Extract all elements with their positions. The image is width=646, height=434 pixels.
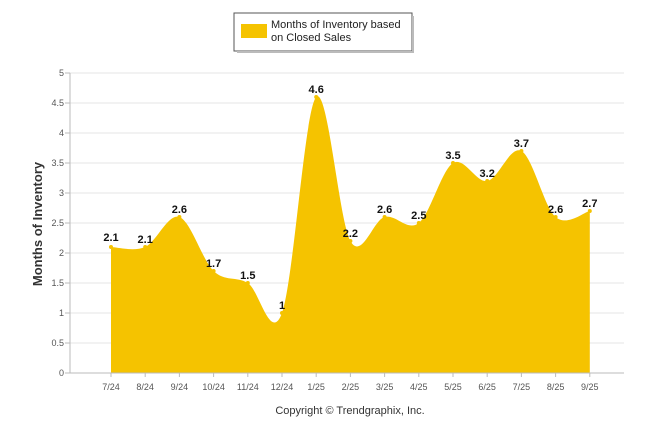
data-point-5/25 <box>451 161 455 165</box>
data-point-6/25 <box>485 179 490 183</box>
y-tick-label: 3 <box>59 188 64 198</box>
data-label: 2.2 <box>343 228 358 240</box>
y-axis-label: Months of Inventory <box>30 161 45 286</box>
data-point-8/25 <box>553 215 558 219</box>
data-point-3/25 <box>382 215 387 219</box>
x-tick-label: 12/24 <box>271 382 294 392</box>
x-tick-label: 4/25 <box>410 382 428 392</box>
data-point-10/24 <box>211 269 216 273</box>
data-point-1/25 <box>314 95 319 99</box>
legend-swatch <box>241 24 267 38</box>
data-label: 1 <box>279 300 285 312</box>
data-label: 2.5 <box>411 210 426 222</box>
x-tick-label: 7/25 <box>513 382 531 392</box>
x-tick-label: 10/24 <box>202 382 225 392</box>
data-point-12/24 <box>280 311 284 315</box>
x-tick-label: 7/24 <box>102 382 120 392</box>
x-tick-label: 8/24 <box>136 382 154 392</box>
y-tick-label: 5 <box>59 68 64 78</box>
data-label: 2.7 <box>582 198 597 210</box>
legend-shadow-bottom <box>237 51 414 53</box>
data-point-8/24 <box>143 245 148 249</box>
y-tick-label: 2 <box>59 248 64 258</box>
x-tick-label: 2/25 <box>342 382 360 392</box>
area-fill <box>111 96 590 373</box>
data-point-7/24 <box>109 245 113 249</box>
data-point-7/25 <box>519 149 524 153</box>
data-label: 3.2 <box>480 168 495 180</box>
copyright-text: Copyright © Trendgraphix, Inc. <box>275 405 424 417</box>
x-tick-label: 5/25 <box>444 382 462 392</box>
x-tick-label: 11/24 <box>237 382 259 392</box>
y-tick-label: 3.5 <box>51 158 64 168</box>
data-label: 3.7 <box>514 138 529 150</box>
y-axis-ticks: 0 0.5 1 1.5 2 2.5 3 3.5 4 4.5 5 <box>51 68 70 378</box>
y-tick-label: 2.5 <box>51 218 64 228</box>
data-label: 2.6 <box>172 204 187 216</box>
data-label: 2.6 <box>377 204 392 216</box>
data-point-11/24 <box>245 281 250 285</box>
data-label: 2.1 <box>103 232 118 244</box>
data-label: 1.5 <box>240 270 255 282</box>
y-tick-label: 0 <box>59 368 64 378</box>
area-series <box>109 95 592 373</box>
x-tick-label: 8/25 <box>547 382 565 392</box>
data-label: 2.6 <box>548 204 563 216</box>
x-tick-label: 9/25 <box>581 382 599 392</box>
x-axis-ticks: 7/24 8/24 9/24 10/24 11/24 12/24 1/25 2/25 3/25 4… <box>102 373 599 392</box>
y-tick-label: 0.5 <box>51 338 64 348</box>
data-point-9/24 <box>177 215 182 219</box>
x-tick-label: 9/24 <box>171 382 189 392</box>
data-label: 3.5 <box>445 150 460 162</box>
y-tick-label: 1.5 <box>51 278 64 288</box>
data-point-4/25 <box>416 221 421 225</box>
legend-label-line2: on Closed Sales <box>271 32 352 44</box>
legend: Months of Inventory based on Closed Sale… <box>233 12 414 53</box>
y-tick-label: 4 <box>59 128 64 138</box>
y-tick-label: 4.5 <box>51 98 64 108</box>
data-label: 2.1 <box>138 234 153 246</box>
y-tick-label: 1 <box>59 308 64 318</box>
data-point-9/25 <box>587 209 592 213</box>
x-tick-label: 6/25 <box>478 382 496 392</box>
x-tick-label: 3/25 <box>376 382 394 392</box>
legend-shadow-right <box>412 16 414 53</box>
data-point-2/25 <box>348 239 353 243</box>
data-label: 4.6 <box>309 84 324 96</box>
data-labels: 2.1 2.1 2.6 1.7 1.5 1 4.6 2.2 2.6 2.5 3.5 3.2 3.7 2.6… <box>103 84 597 312</box>
x-tick-label: 1/25 <box>307 382 325 392</box>
data-label: 1.7 <box>206 258 221 270</box>
legend-label-line1: Months of Inventory based <box>271 19 401 31</box>
